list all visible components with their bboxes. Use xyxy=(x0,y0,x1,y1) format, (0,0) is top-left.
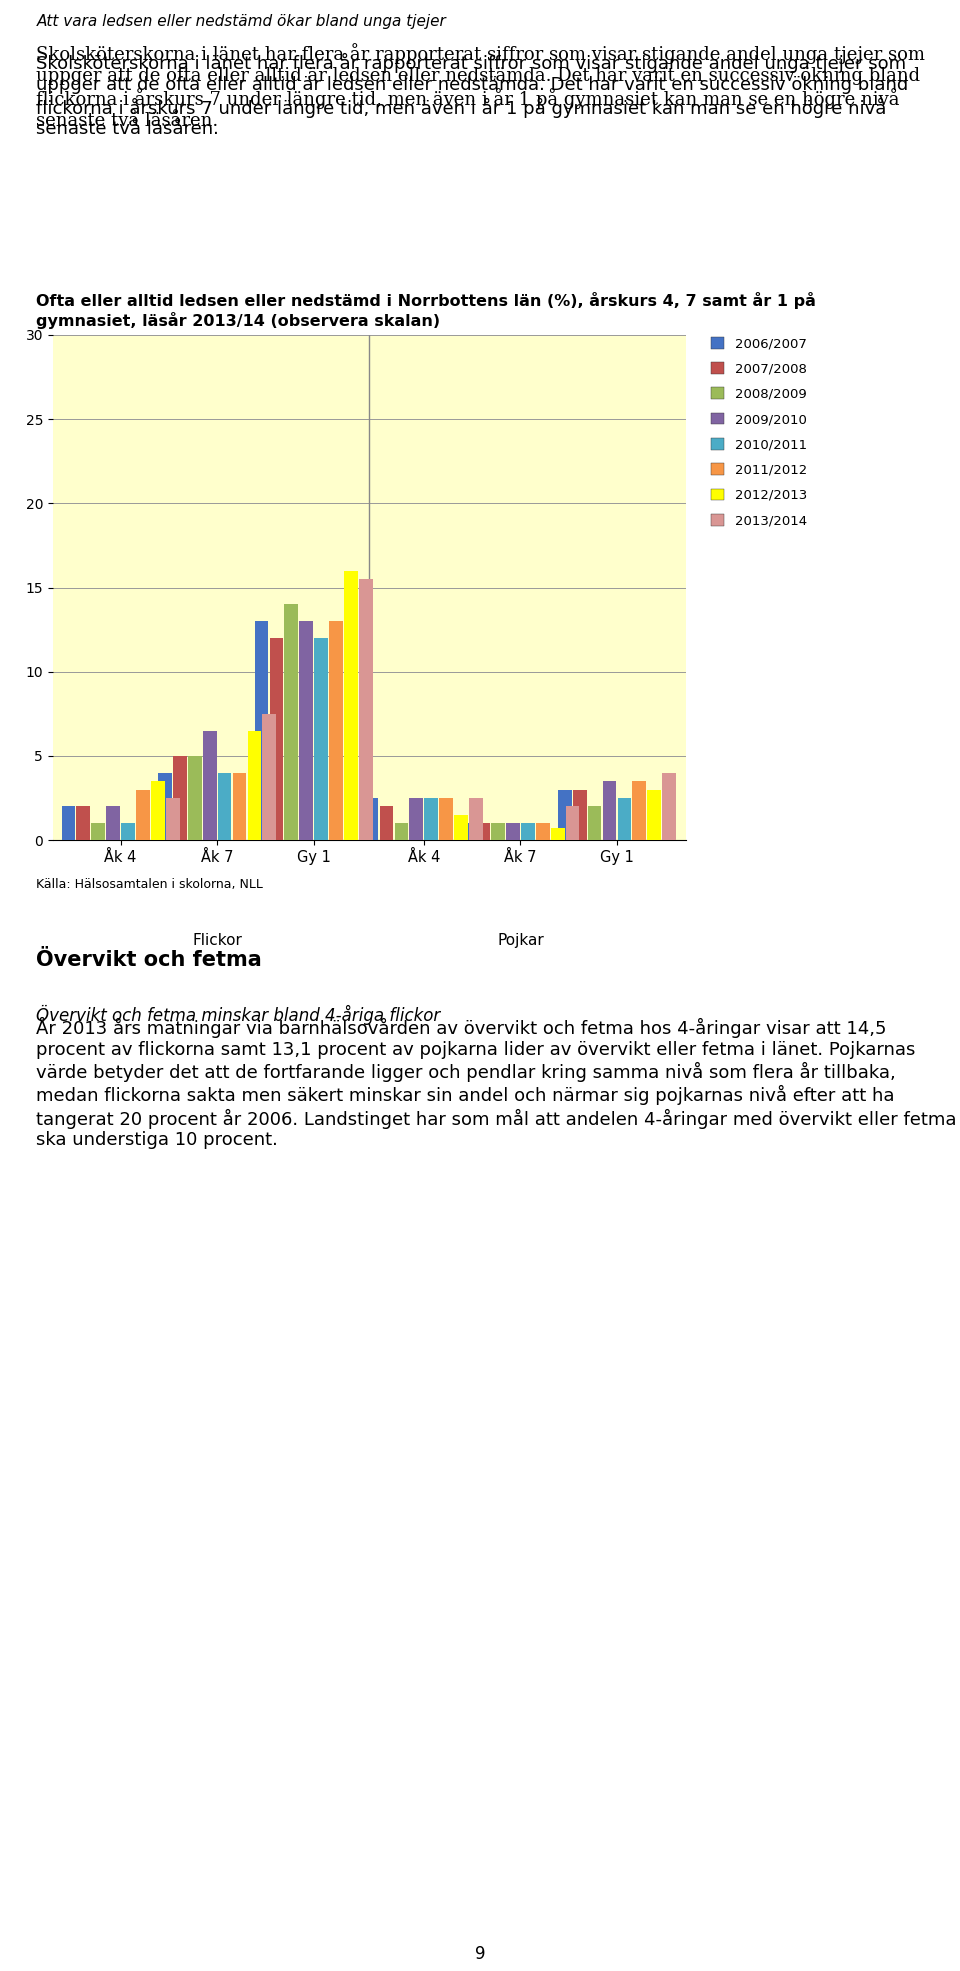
Bar xyxy=(232,773,247,840)
Text: Pojkar: Pojkar xyxy=(497,932,543,948)
Bar xyxy=(506,824,519,840)
Bar xyxy=(558,790,571,840)
Text: Flickor: Flickor xyxy=(192,932,242,948)
Bar xyxy=(203,731,217,840)
Text: Skolsköterskorna i länet har flera år rapporterat siffror som visar stigande and: Skolsköterskorna i länet har flera år ra… xyxy=(36,43,925,130)
Text: Skolsköterskorna i länet har flera år rapporterat siffror som visar stigande and: Skolsköterskorna i länet har flera år ra… xyxy=(36,53,909,138)
Bar xyxy=(166,798,180,840)
Bar xyxy=(300,621,313,840)
Bar xyxy=(121,824,134,840)
Bar xyxy=(365,798,378,840)
Bar xyxy=(158,773,172,840)
Text: Ofta eller alltid ledsen eller nedstämd i Norrbottens län (%), årskurs 4, 7 samt: Ofta eller alltid ledsen eller nedstämd … xyxy=(36,292,816,329)
Bar xyxy=(270,639,283,840)
Bar xyxy=(603,781,616,840)
Text: 9: 9 xyxy=(475,1945,485,1963)
Bar xyxy=(380,806,394,840)
Bar xyxy=(492,824,505,840)
Bar xyxy=(521,824,535,840)
Bar xyxy=(462,824,475,840)
Bar xyxy=(359,579,372,840)
Text: Övervikt och fetma: Övervikt och fetma xyxy=(36,950,262,970)
Bar xyxy=(107,806,120,840)
Bar xyxy=(248,731,261,840)
Bar xyxy=(77,806,90,840)
Legend: 2006/2007, 2007/2008, 2008/2009, 2009/2010, 2010/2011, 2011/2012, 2012/2013, 201: 2006/2007, 2007/2008, 2008/2009, 2009/20… xyxy=(706,331,812,532)
Bar xyxy=(476,824,490,840)
Bar xyxy=(662,773,676,840)
Bar xyxy=(329,621,343,840)
Bar xyxy=(262,714,276,840)
Bar xyxy=(218,773,231,840)
Bar xyxy=(344,572,358,840)
Bar xyxy=(617,798,632,840)
Bar xyxy=(551,828,564,840)
Bar xyxy=(61,806,75,840)
Bar xyxy=(588,806,601,840)
Bar xyxy=(454,814,468,840)
Bar xyxy=(573,790,587,840)
Text: År 2013 års mätningar via barnhälsovården av övervikt och fetma hos 4-åringar vi: År 2013 års mätningar via barnhälsovårde… xyxy=(36,1017,957,1149)
Bar xyxy=(136,790,150,840)
Text: Källa: Hälsosamtalen i skolorna, NLL: Källa: Hälsosamtalen i skolorna, NLL xyxy=(36,877,263,891)
Bar xyxy=(151,781,165,840)
Bar xyxy=(284,605,299,840)
Bar xyxy=(314,639,328,840)
Bar xyxy=(633,781,646,840)
Bar xyxy=(188,755,202,840)
Bar xyxy=(469,798,483,840)
Bar xyxy=(536,824,549,840)
Bar xyxy=(424,798,438,840)
Bar xyxy=(565,806,580,840)
Bar xyxy=(410,798,423,840)
Bar xyxy=(254,621,269,840)
Bar xyxy=(173,755,186,840)
Bar xyxy=(395,824,408,840)
Bar xyxy=(647,790,661,840)
Bar xyxy=(440,798,453,840)
Text: Övervikt och fetma minskar bland 4-åriga flickor: Övervikt och fetma minskar bland 4-åriga… xyxy=(36,1005,441,1025)
Bar xyxy=(91,824,105,840)
Text: Att vara ledsen eller nedstämd ökar bland unga tjejer: Att vara ledsen eller nedstämd ökar blan… xyxy=(36,14,446,30)
